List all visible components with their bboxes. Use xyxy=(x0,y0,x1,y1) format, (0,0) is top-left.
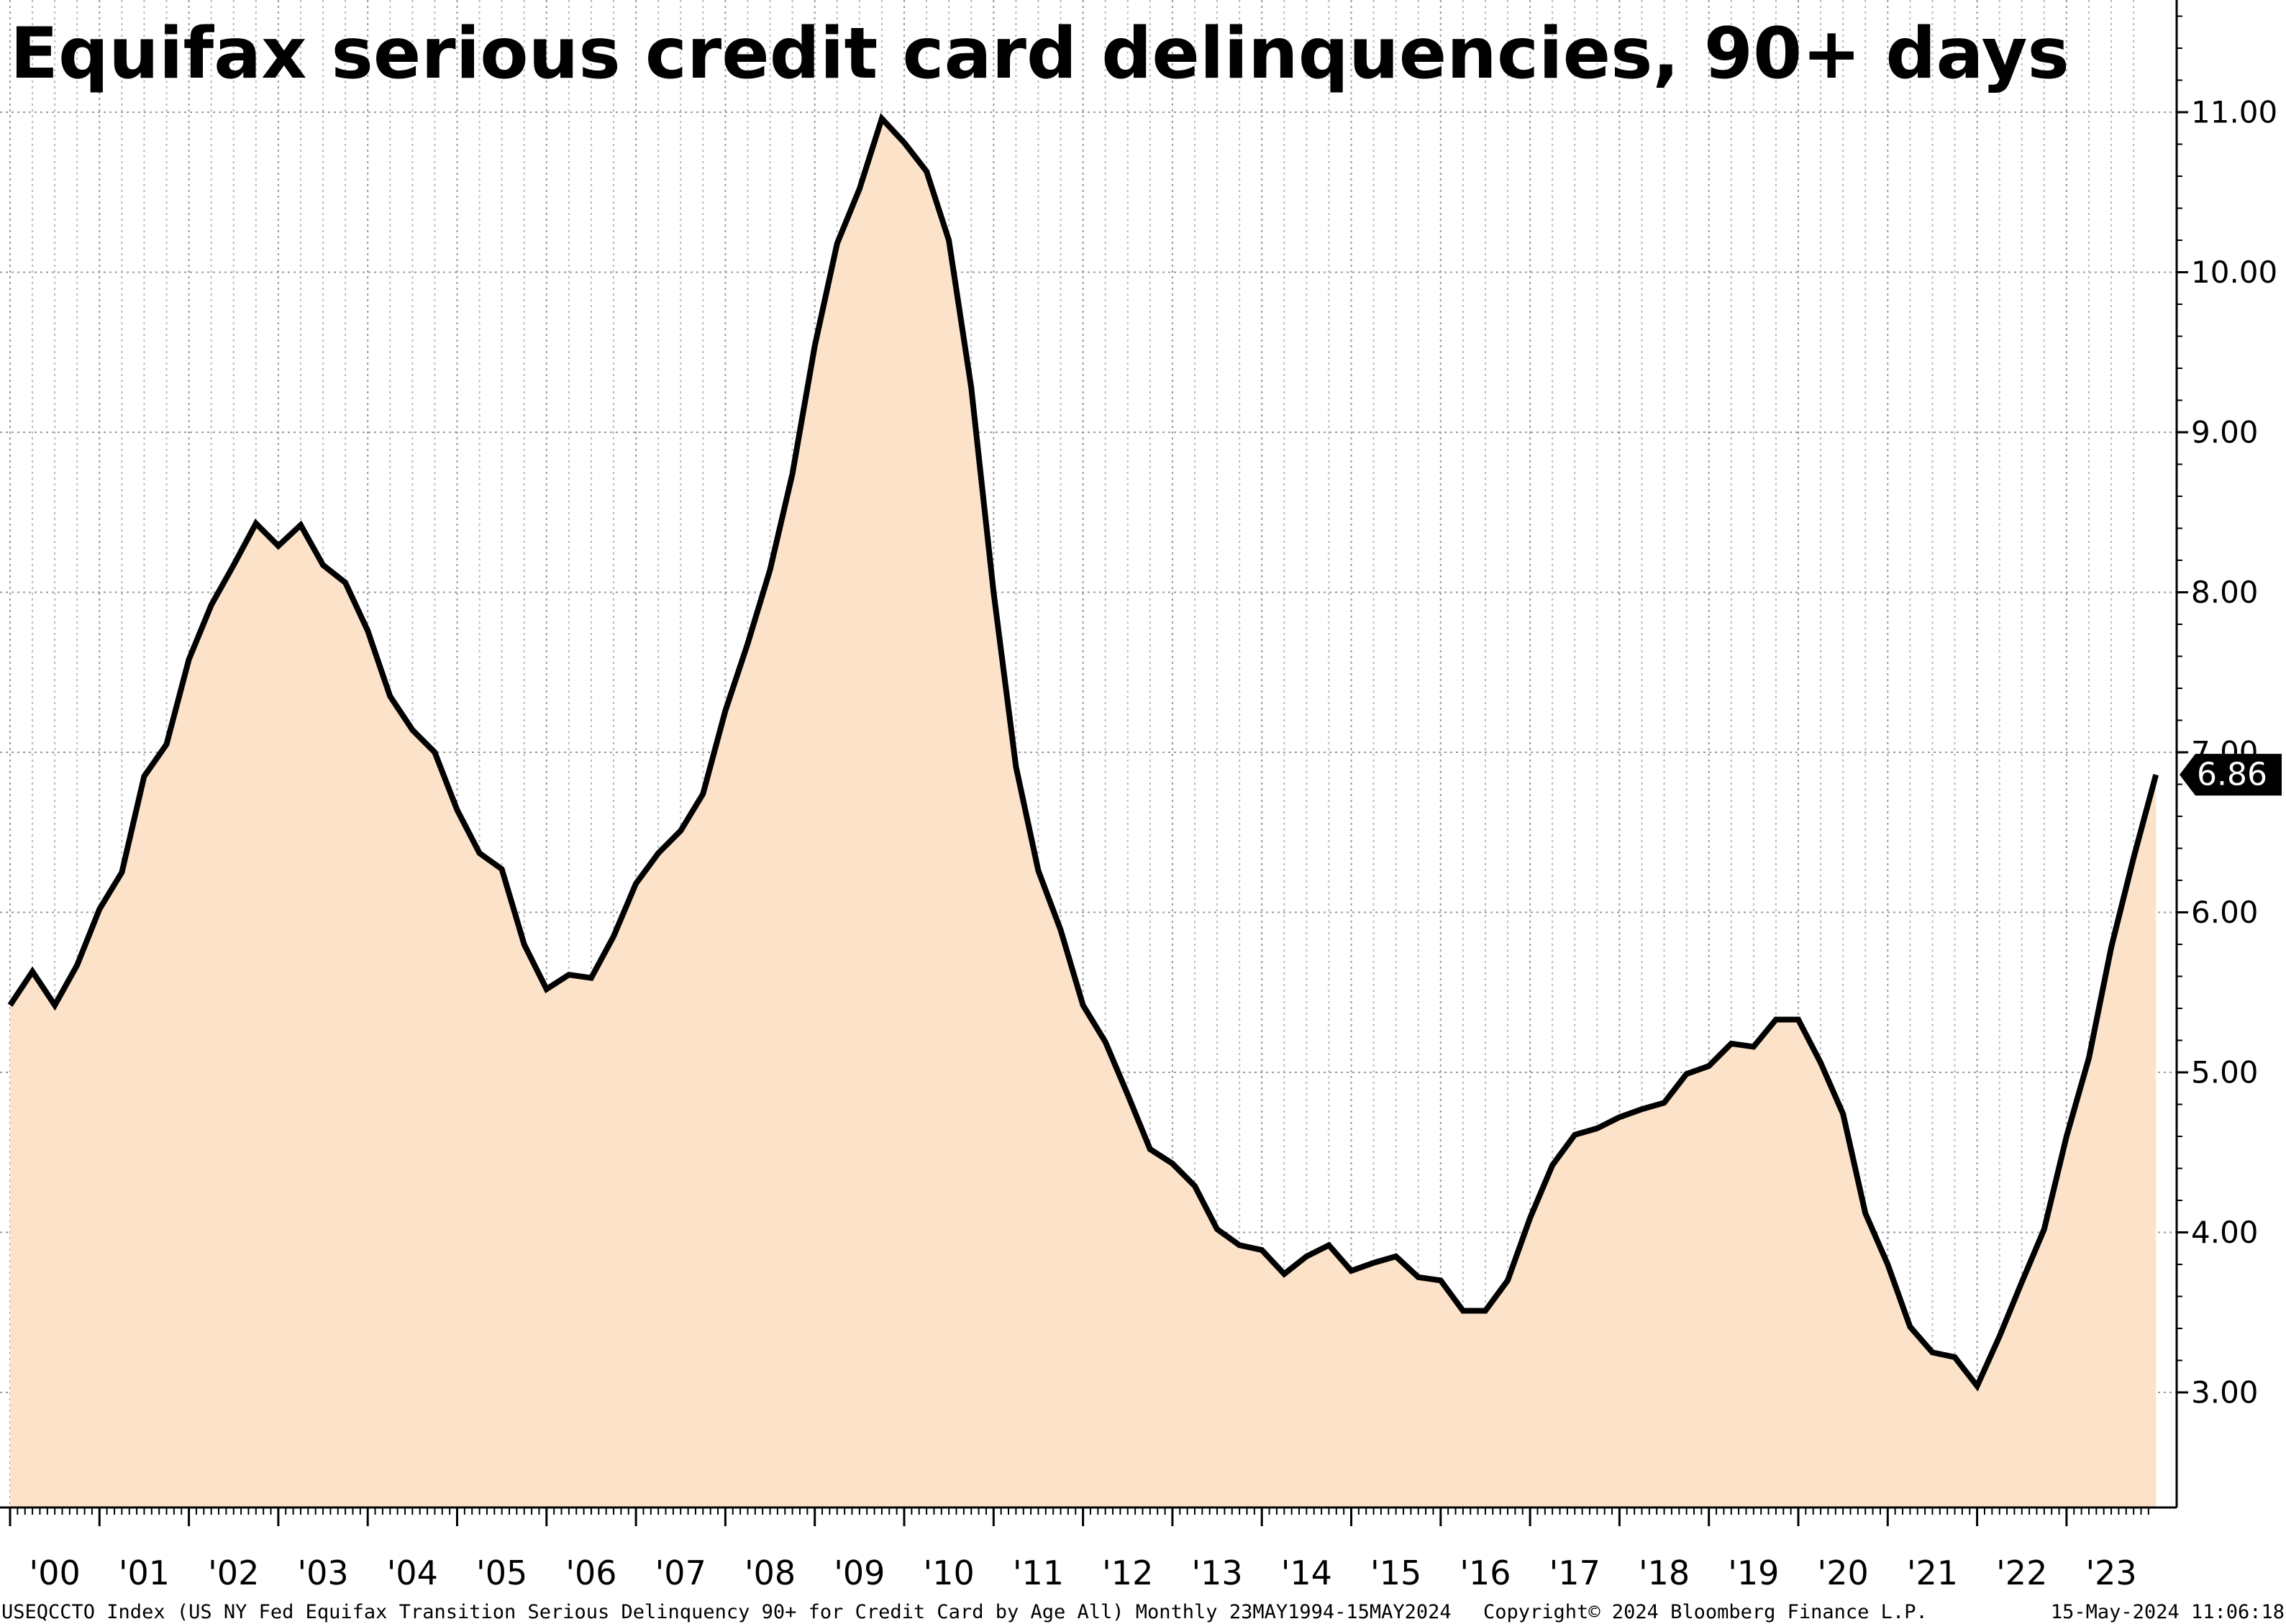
x-tick-label: '04 xyxy=(387,1554,438,1592)
last-value-label: 6.86 xyxy=(2197,757,2267,793)
x-tick-label: '08 xyxy=(744,1554,796,1592)
y-tick-label: 10.00 xyxy=(2191,255,2277,290)
y-tick-label: 4.00 xyxy=(2191,1215,2259,1250)
x-tick-label: '16 xyxy=(1460,1554,1511,1592)
last-value-tag xyxy=(2180,754,2282,796)
footer-copyright: Copyright© 2024 Bloomberg Finance L.P. xyxy=(1483,1601,1928,1623)
y-tick-label: 9.00 xyxy=(2191,415,2259,450)
x-tick-label: '02 xyxy=(208,1554,259,1592)
x-tick-label: '01 xyxy=(119,1554,170,1592)
x-tick-label: '20 xyxy=(1818,1554,1869,1592)
x-tick-label: '19 xyxy=(1728,1554,1779,1592)
x-tick-label: '11 xyxy=(1013,1554,1064,1592)
x-tick-label: '13 xyxy=(1191,1554,1242,1592)
series-area-fill xyxy=(10,118,2157,1507)
y-tick-label: 5.00 xyxy=(2191,1055,2259,1090)
y-tick-label: 11.00 xyxy=(2191,95,2277,130)
chart-title: Equifax serious credit card delinquencie… xyxy=(10,13,2069,95)
footer-source: USEQCCTO Index (US NY Fed Equifax Transi… xyxy=(1,1601,1452,1623)
y-tick-label: 8.00 xyxy=(2191,575,2259,610)
x-tick-label: '07 xyxy=(655,1554,706,1592)
x-tick-label: '15 xyxy=(1370,1554,1421,1592)
x-tick-label: '12 xyxy=(1102,1554,1153,1592)
x-tick-label: '14 xyxy=(1281,1554,1332,1592)
x-tick-label: '22 xyxy=(1996,1554,2047,1592)
x-tick-label: '03 xyxy=(297,1554,348,1592)
x-tick-label: '05 xyxy=(476,1554,527,1592)
last-value-marker: 6.86 xyxy=(2180,754,2282,796)
series-line xyxy=(7,113,2159,1392)
x-tick-label: '17 xyxy=(1549,1554,1600,1592)
x-tick-label: '21 xyxy=(1907,1554,1958,1592)
y-tick-label: 6.00 xyxy=(2191,895,2259,930)
x-tick-label: '09 xyxy=(834,1554,885,1592)
y-tick-label: 3.00 xyxy=(2191,1375,2259,1410)
x-tick-label: '18 xyxy=(1639,1554,1690,1592)
x-tick-label: '00 xyxy=(29,1554,81,1592)
x-tick-label: '23 xyxy=(2085,1554,2136,1592)
x-tick-label: '06 xyxy=(565,1554,616,1592)
x-tick-label: '10 xyxy=(924,1554,975,1592)
footer-timestamp: 15-May-2024 11:06:18 xyxy=(2051,1601,2285,1623)
x-axis: '00 '01 '02 '03 '04 '05 '06 '07 '08 '09 '10 '11 '12 '… xyxy=(9,1507,2149,1592)
